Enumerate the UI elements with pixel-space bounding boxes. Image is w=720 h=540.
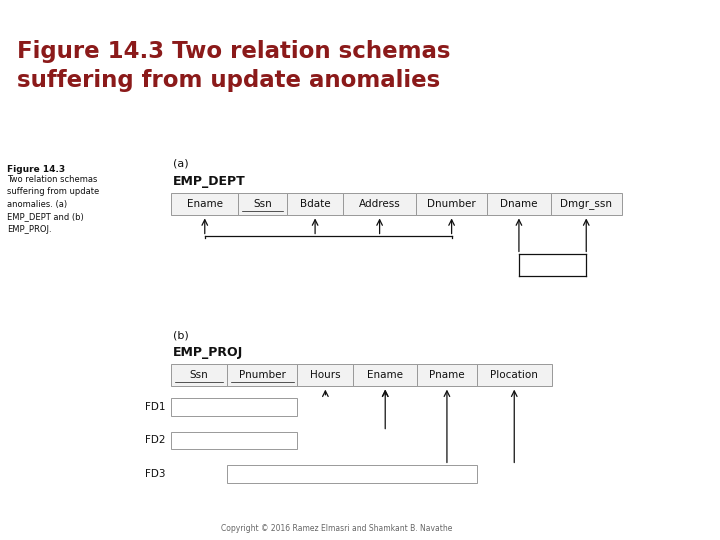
Bar — [228, 465, 477, 483]
Bar — [171, 397, 297, 416]
Bar — [171, 431, 297, 449]
Bar — [354, 364, 417, 386]
Bar — [343, 193, 416, 214]
Bar — [297, 364, 354, 386]
Bar — [238, 193, 287, 214]
Text: (a): (a) — [173, 159, 189, 169]
Text: Plocation: Plocation — [490, 370, 538, 380]
Text: (b): (b) — [173, 331, 189, 341]
Text: EMP_DEPT: EMP_DEPT — [173, 175, 246, 188]
Bar — [487, 193, 551, 214]
Text: Ename: Ename — [367, 370, 403, 380]
Text: FD2: FD2 — [145, 435, 166, 445]
Text: Ssn: Ssn — [253, 199, 272, 208]
Text: Dnumber: Dnumber — [427, 199, 476, 208]
Text: Address: Address — [359, 199, 400, 208]
Bar — [416, 193, 487, 214]
Text: Copyright © 2016 Ramez Elmasri and Shamkant B. Navathe: Copyright © 2016 Ramez Elmasri and Shamk… — [221, 524, 452, 533]
Text: Dmgr_ssn: Dmgr_ssn — [560, 198, 612, 209]
Bar — [287, 193, 343, 214]
Text: FD1: FD1 — [145, 402, 166, 411]
Text: FD3: FD3 — [145, 469, 166, 480]
Text: Hours: Hours — [310, 370, 341, 380]
Bar — [417, 364, 477, 386]
Bar — [551, 193, 622, 214]
Text: Two relation schemas
suffering from update
anomalies. (a)
EMP_DEPT and (b)
EMP_P: Two relation schemas suffering from upda… — [7, 175, 100, 234]
Bar — [171, 193, 238, 214]
Text: Bdate: Bdate — [300, 199, 330, 208]
Text: Pnumber: Pnumber — [239, 370, 286, 380]
Bar — [228, 364, 297, 386]
Bar — [477, 364, 552, 386]
Text: Dname: Dname — [500, 199, 538, 208]
Bar — [171, 364, 228, 386]
Text: Ssn: Ssn — [190, 370, 209, 380]
Text: Figure 14.3: Figure 14.3 — [7, 165, 66, 174]
Text: Pname: Pname — [429, 370, 464, 380]
Text: Ename: Ename — [186, 199, 222, 208]
Text: EMP_PROJ: EMP_PROJ — [173, 346, 243, 359]
Text: Figure 14.3 Two relation schemas
suffering from update anomalies: Figure 14.3 Two relation schemas sufferi… — [17, 40, 450, 92]
